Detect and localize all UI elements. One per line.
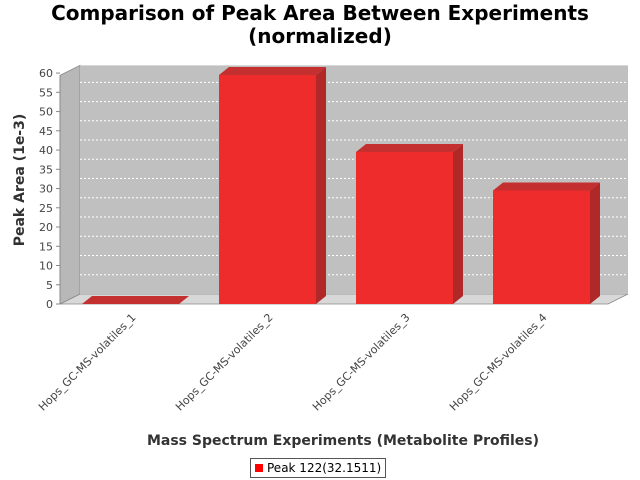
bar-front xyxy=(219,75,316,304)
legend-swatch xyxy=(255,464,263,472)
chart-title: Comparison of Peak Area Between Experime… xyxy=(0,2,640,48)
bar xyxy=(356,143,463,304)
bar-top xyxy=(219,67,326,75)
plot-side-wall xyxy=(59,64,81,305)
chart-title-line-2: (normalized) xyxy=(248,24,392,48)
y-tick-label: 20 xyxy=(39,221,53,234)
legend-label: Peak 122(32.1511) xyxy=(267,461,382,475)
y-tick-label: 10 xyxy=(39,260,53,273)
y-tick-label: 50 xyxy=(39,106,53,119)
bar xyxy=(82,296,189,304)
x-tick-label: Hops_GC-MS-volatiles_3 xyxy=(310,311,413,414)
bar-front xyxy=(493,190,590,304)
bar-top xyxy=(82,296,189,304)
x-axis: Hops_GC-MS-volatiles_1 Hops_GC-MS-volatil… xyxy=(36,311,550,414)
x-tick-label: Hops_GC-MS-volatiles_2 xyxy=(173,311,276,414)
bar-side xyxy=(316,67,326,304)
bar xyxy=(493,182,600,304)
y-axis: 0 5 10 15 20 25 30 35 40 45 50 55 60 xyxy=(39,67,61,311)
legend: Peak 122(32.1511) xyxy=(250,458,387,478)
bar-side xyxy=(590,182,600,304)
y-tick-label: 25 xyxy=(39,202,53,215)
bar-front xyxy=(356,151,453,304)
bar xyxy=(219,67,326,304)
y-tick-label: 55 xyxy=(39,86,53,99)
y-tick-label: 40 xyxy=(39,144,53,157)
y-tick-label: 30 xyxy=(39,183,53,196)
y-tick-label: 0 xyxy=(46,298,53,311)
x-tick-label: Hops_GC-MS-volatiles_4 xyxy=(447,311,550,414)
bar-top xyxy=(356,143,463,152)
bar-side xyxy=(453,143,463,304)
y-tick-label: 15 xyxy=(39,240,53,253)
y-axis-label: Peak Area (1e-3) xyxy=(12,114,28,247)
y-tick-label: 5 xyxy=(46,279,53,292)
y-tick-label: 35 xyxy=(39,163,53,176)
bars xyxy=(82,67,600,304)
y-tick-label: 45 xyxy=(39,125,53,138)
x-tick-label: Hops_GC-MS-volatiles_1 xyxy=(36,311,139,414)
bar-top xyxy=(493,182,600,191)
y-tick-label: 60 xyxy=(39,67,53,80)
x-axis-label: Mass Spectrum Experiments (Metabolite Pr… xyxy=(147,433,539,449)
chart-title-line-1: Comparison of Peak Area Between Experime… xyxy=(51,1,589,25)
